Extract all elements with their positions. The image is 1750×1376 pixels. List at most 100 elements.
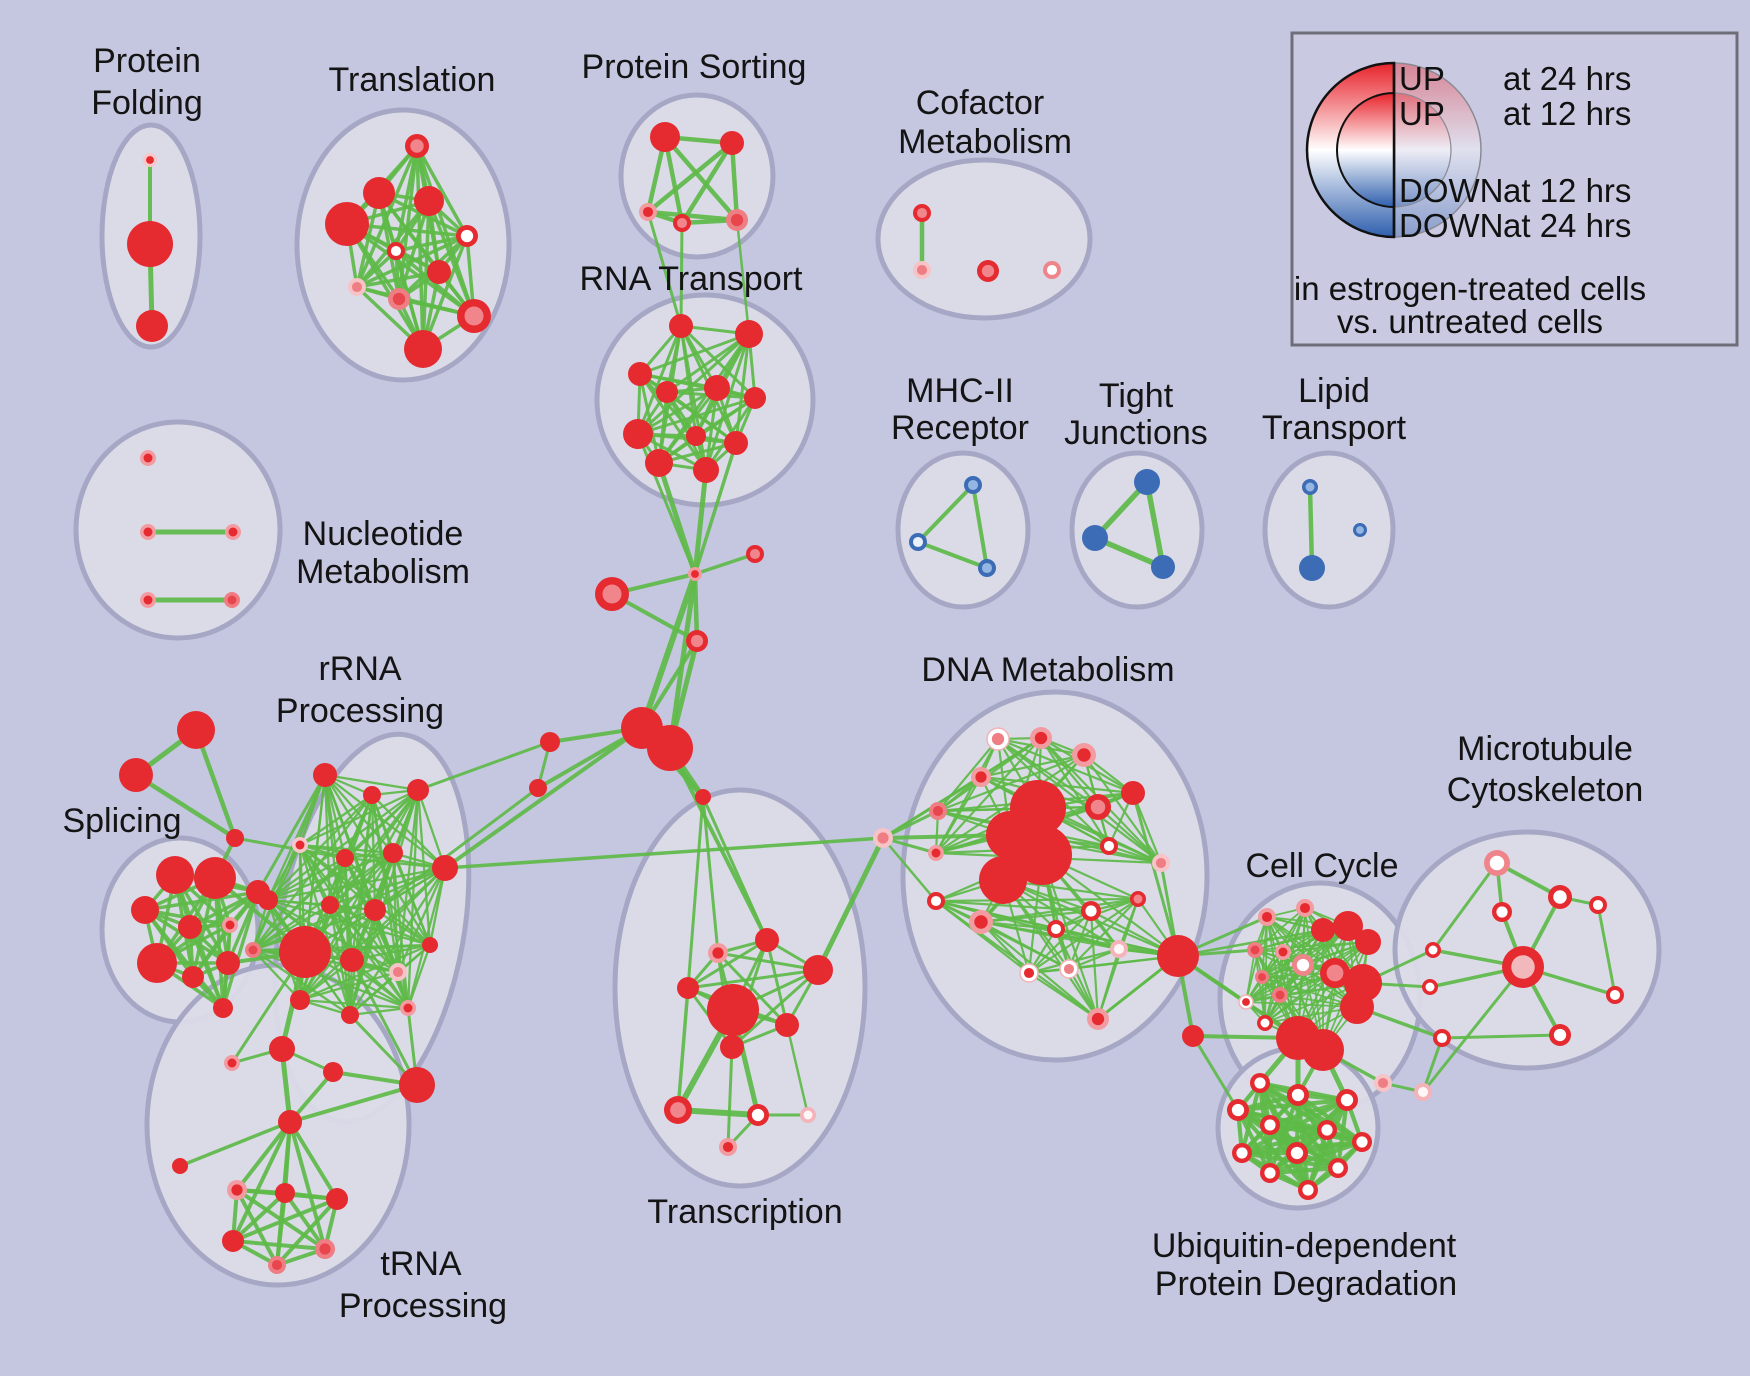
node-cc9 [1292,954,1314,976]
edge-rr6-rr8 [266,851,395,902]
node-ring-tj3 [1151,555,1175,579]
node-rr16 [400,1000,416,1016]
node-ring-tx4 [677,977,699,999]
node-nm4 [140,592,156,608]
node-core-nm4 [143,595,153,605]
node-ring-rr6 [383,843,403,863]
edge-t3-t10 [345,222,476,318]
node-t11 [404,330,442,368]
edge-dn2-dn6 [934,736,1043,855]
node-dn16 [1110,940,1128,958]
node-rr15 [341,1006,359,1024]
cluster-label-cell-cycle-line1: Cell Cycle [1245,847,1398,885]
node-pf3 [136,310,168,342]
node-core-mt6 [1609,989,1621,1001]
node-ring-th4 [222,1230,244,1252]
node-core-nm1 [143,453,153,463]
edge-rr3-rr7 [416,788,447,870]
node-dbig4 [979,856,1027,904]
edge-dn4-dn7 [979,775,1135,795]
node-rt7 [623,419,653,449]
node-tx7 [664,1096,692,1124]
node-core-mt5 [1592,899,1604,911]
node-ring-ps1 [650,122,680,152]
edge-rt11-c1 [692,467,709,577]
node-e2 [1422,979,1438,995]
edge-thub-tbig [288,1083,419,1124]
node-th4 [222,1230,244,1252]
node-tx9 [800,1107,816,1123]
edge-dn16-dn19 [1096,947,1121,1021]
node-ring-dbig2 [1012,825,1072,885]
node-ring-cc11 [1333,911,1363,941]
edge-dn11-dn12 [934,897,1140,903]
node-c4 [686,630,708,652]
node-th2 [275,1183,295,1203]
cluster-label-layer: Protein Folding Translation Protein Sorting… [62,42,1643,1325]
node-rr13 [389,963,407,981]
node-rt10 [645,449,673,477]
node-rr17 [422,937,438,953]
edge-rr11-rr15 [251,948,352,1017]
node-t2 [363,177,395,209]
cluster-label-nucleotide-metabolism-line1: Nucleotide [303,515,464,553]
node-core-c3 [602,584,622,604]
node-ring-dhub [1157,935,1199,977]
node-dn3 [1072,743,1096,767]
node-core-ub2 [1291,1088,1305,1102]
node-ring-x3 [226,829,244,847]
node-rr11 [245,942,261,958]
cluster-label-protein-sorting-line1: Protein Sorting [582,48,807,86]
node-dn9 [1100,837,1118,855]
node-tx2 [708,943,728,963]
node-core-mh1 [967,479,979,491]
node-ring-rhub [279,926,331,978]
node-core-ub8 [1236,1147,1248,1159]
edge-dn2-dn9 [1039,736,1111,848]
node-core-ub10 [1332,1162,1344,1174]
node-core-lp1 [1305,482,1315,492]
node-lp1 [1302,479,1318,495]
node-sp9 [213,998,233,1018]
node-mh2 [909,533,927,551]
edge-e5-mtbig [1421,965,1525,1094]
edge-rr4-rr17 [298,843,432,947]
node-rr1 [313,763,337,787]
node-x2 [119,758,153,792]
node-rr3 [407,779,429,801]
edge-rt2-rt3 [638,332,751,376]
edge-c1-chub1 [639,571,698,731]
node-tx1 [755,928,779,952]
node-core-tx2 [712,947,724,959]
node-ring-pf2 [127,221,173,267]
node-core-cc5 [1258,973,1266,981]
node-t5 [456,225,478,247]
node-nm3 [225,524,241,540]
node-dn17 [1019,963,1039,983]
node-core-dn6 [931,848,941,858]
node-c5 [540,732,560,752]
edge-rr10-rr14 [298,908,377,1002]
edge-rt4-rt11 [665,390,708,472]
edge-rr7-rr15 [348,866,447,1017]
cluster-label-rrna-processing-line1: rRNA [318,650,401,688]
edge-ub10-ub11 [1267,1165,1341,1176]
edge-c1-c2 [693,552,757,576]
node-ring-chub2 [647,725,693,771]
edge-cc5-cc10 [1261,929,1324,978]
node-ring-c5 [540,732,560,752]
cluster-label-cofactor-metabolism-line2: Metabolism [898,123,1072,161]
node-core-mt1 [1489,855,1505,871]
legend-caption-line1: in estrogen-treated cells [1294,270,1646,307]
node-e5 [1414,1083,1432,1101]
cluster-label-rrna-processing-line2: Processing [276,692,444,730]
edge-tx2-tx3 [716,951,820,972]
node-th3 [326,1188,348,1210]
edge-dhub-cc10 [1176,928,1325,958]
node-dn10 [1152,854,1170,872]
node-ring-thub [278,1110,302,1134]
node-ring-tx3 [803,955,833,985]
node-mh1 [964,476,982,494]
